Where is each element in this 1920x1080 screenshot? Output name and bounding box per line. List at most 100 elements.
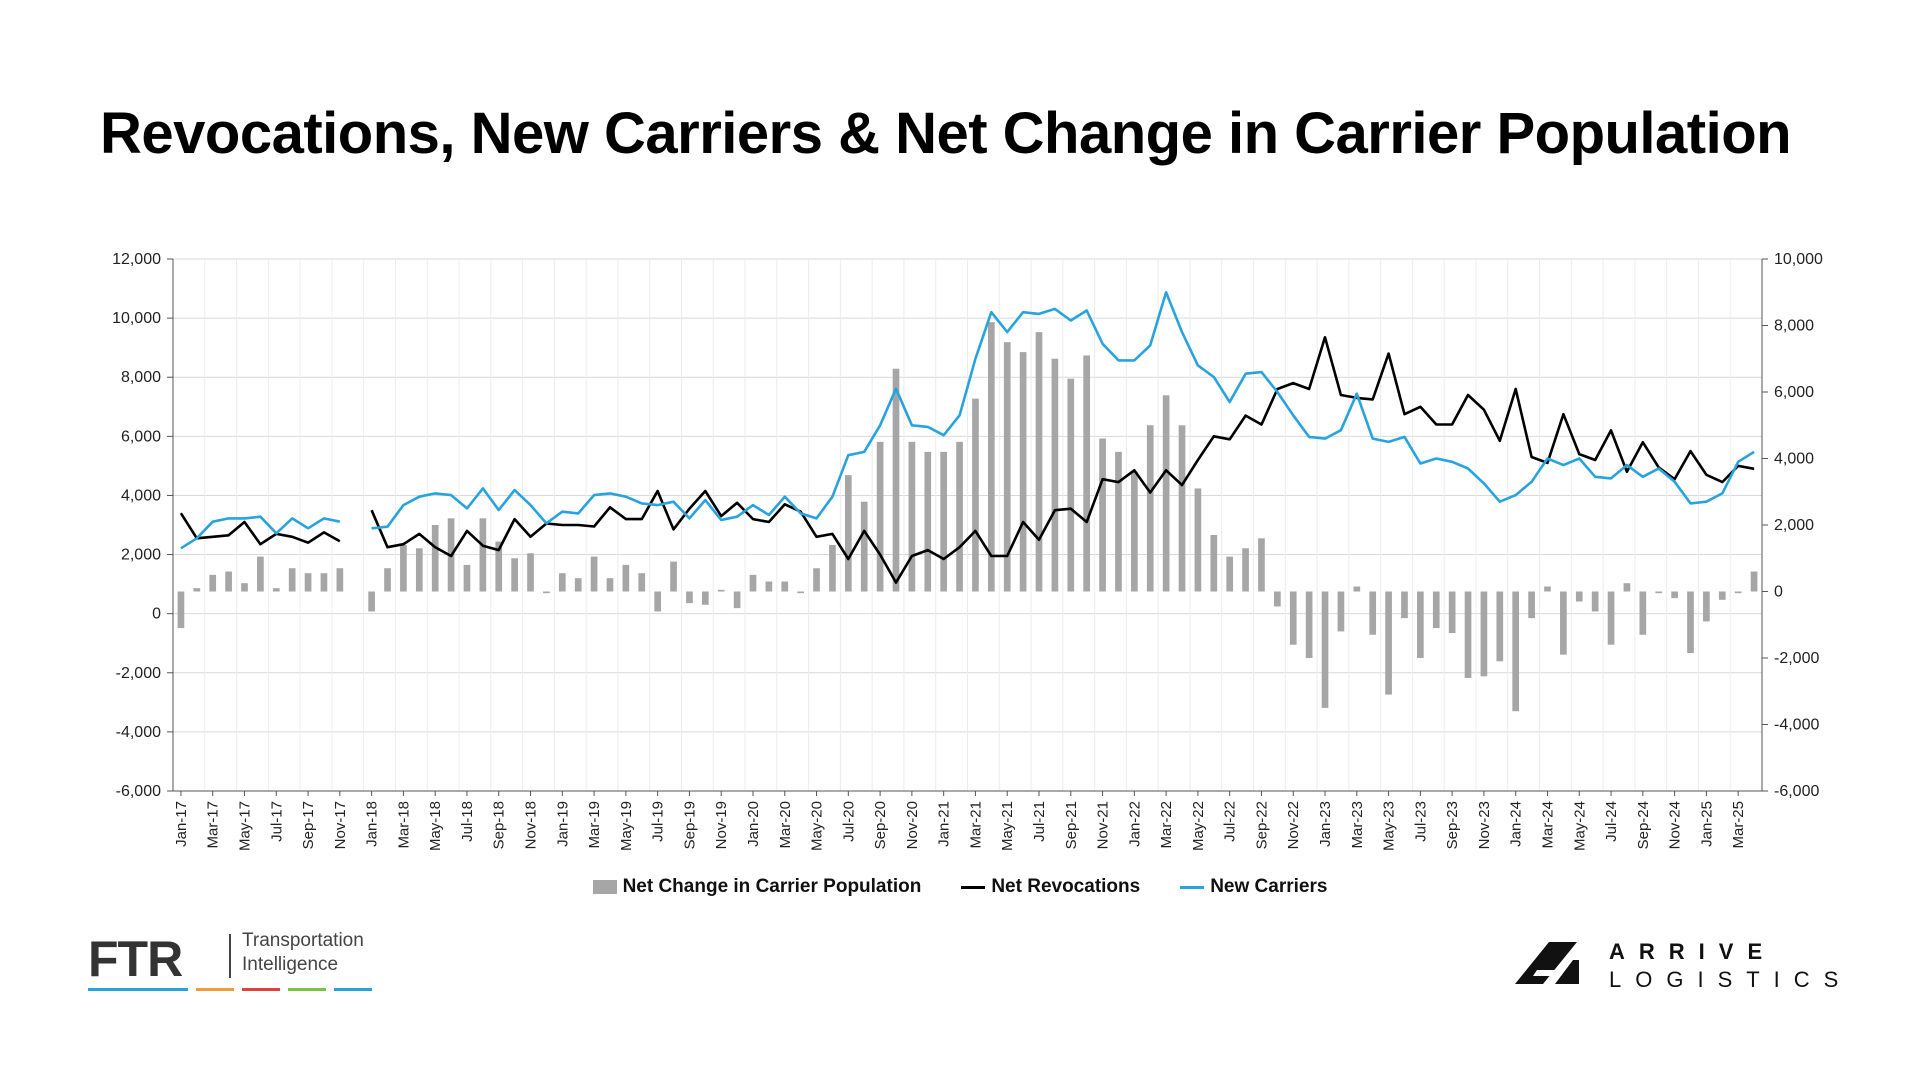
x-tick-label: Sep-18: [491, 801, 508, 849]
legend-item: Net Change in Carrier Population: [592, 876, 922, 898]
left-tick-label: 4,000: [121, 487, 161, 504]
net-change-bar: [1003, 342, 1011, 592]
left-tick-label: 8,000: [121, 369, 161, 386]
left-tick-label: 10,000: [112, 310, 161, 327]
x-tick-label: Jan-20: [745, 801, 762, 847]
x-tick-label: Nov-17: [332, 801, 349, 849]
net-change-bar: [1305, 591, 1313, 658]
x-tick-label: Nov-24: [1667, 801, 1684, 849]
net-change-bar: [1687, 591, 1694, 654]
x-tick-label: May-22: [1190, 801, 1207, 851]
net-change-bar: [1448, 591, 1456, 634]
x-tick-label: Mar-18: [395, 801, 412, 849]
net-change-bar: [574, 578, 582, 592]
net-change-bar: [304, 573, 312, 592]
net-change-bar: [177, 591, 185, 629]
net-change-bar: [1226, 556, 1234, 592]
right-tick-label: -2,000: [1774, 650, 1819, 667]
net-change-bar: [1512, 591, 1520, 712]
right-tick-label: 10,000: [1774, 251, 1823, 268]
x-tick-label: Jan-22: [1126, 801, 1143, 847]
x-tick-label: May-23: [1381, 801, 1398, 851]
x-tick-label: Mar-22: [1158, 801, 1175, 849]
arrive-logo-word: ARRIVE: [1609, 939, 1777, 964]
net-change-bar: [1718, 591, 1726, 600]
net-change-bar: [590, 556, 598, 592]
x-tick-label: Sep-20: [872, 801, 889, 849]
left-tick-label: 0: [152, 606, 161, 623]
net-change-bar: [1655, 591, 1663, 594]
x-tick-label: Mar-19: [586, 801, 603, 849]
net-change-bar: [1591, 591, 1599, 612]
net-change-bar: [924, 451, 932, 592]
net-change-bar: [892, 368, 900, 592]
net-change-bar: [543, 591, 550, 594]
net-change-bars: [177, 322, 1758, 712]
net-change-bar: [1417, 591, 1424, 658]
legend-label: Net Change in Carrier Population: [622, 876, 922, 897]
net-change-bar: [1035, 332, 1043, 592]
net-change-bar: [1337, 591, 1345, 632]
net-change-bar: [1528, 591, 1535, 619]
x-tick-label: May-18: [427, 801, 444, 851]
x-tick-label: May-20: [809, 801, 826, 851]
legend-item: Net Revocations: [961, 876, 1140, 898]
x-tick-label: Mar-24: [1539, 801, 1556, 849]
net-change-bar: [908, 441, 916, 592]
x-tick-label: Sep-24: [1635, 801, 1652, 849]
net-change-bar: [400, 544, 407, 592]
net-change-bar: [320, 573, 328, 592]
legend-swatch: [1180, 885, 1205, 889]
net-change-bar: [1019, 352, 1027, 592]
x-tick-label: Jul-20: [840, 801, 857, 842]
x-tick-label: Jul-22: [1222, 801, 1239, 842]
x-tick-label: Nov-20: [904, 801, 921, 849]
net-revocations-line: [179, 336, 1755, 584]
net-change-bar: [813, 568, 820, 592]
net-change-bar: [257, 556, 264, 592]
net-change-bar: [1464, 591, 1472, 678]
right-tick-label: 4,000: [1774, 451, 1814, 468]
net-change-bar: [1750, 571, 1758, 592]
net-change-bar: [670, 561, 677, 592]
net-change-bar: [241, 583, 248, 592]
net-change-bar: [1289, 591, 1297, 645]
net-change-bar: [1051, 358, 1059, 592]
x-tick-label: Jan-18: [364, 801, 381, 847]
x-tick-label: Jan-24: [1508, 801, 1525, 847]
net-change-bar: [1734, 591, 1742, 594]
net-change-bar: [1432, 591, 1440, 629]
x-tick-label: Jan-23: [1317, 801, 1334, 847]
right-tick-label: 0: [1774, 584, 1783, 601]
net-change-bar: [1083, 355, 1091, 592]
ftr-logo-divider: [229, 934, 231, 978]
net-change-bar: [1131, 471, 1138, 592]
x-tick-label: Sep-21: [1063, 801, 1080, 849]
right-tick-label: -4,000: [1774, 717, 1819, 734]
net-change-bar: [558, 573, 566, 592]
x-tick-label: Mar-21: [967, 801, 984, 849]
x-tick-label: Jul-18: [459, 801, 476, 842]
net-change-bar: [829, 544, 836, 592]
right-tick-label: 2,000: [1774, 517, 1814, 534]
net-change-bar: [272, 588, 280, 592]
net-change-bar: [209, 574, 217, 592]
net-change-bar: [860, 501, 868, 592]
x-tick-label: Jul-21: [1031, 801, 1048, 842]
ftr-stripe: [334, 988, 372, 991]
net-change-bar: [1146, 425, 1154, 592]
x-tick-label: Jul-23: [1412, 801, 1429, 842]
x-tick-label: May-17: [237, 801, 254, 851]
x-tick-label: Jan-21: [936, 801, 953, 847]
net-change-bar: [1242, 548, 1249, 592]
net-change-bar: [463, 564, 471, 592]
net-change-bar: [749, 574, 757, 592]
x-tick-label: Nov-22: [1285, 801, 1302, 849]
left-tick-label: -4,000: [116, 724, 161, 741]
net-change-bar: [1178, 425, 1186, 592]
x-tick-label: Mar-25: [1730, 801, 1747, 849]
net-change-bar: [876, 441, 884, 592]
right-tick-label: -6,000: [1774, 783, 1819, 800]
net-change-bar: [511, 558, 518, 592]
